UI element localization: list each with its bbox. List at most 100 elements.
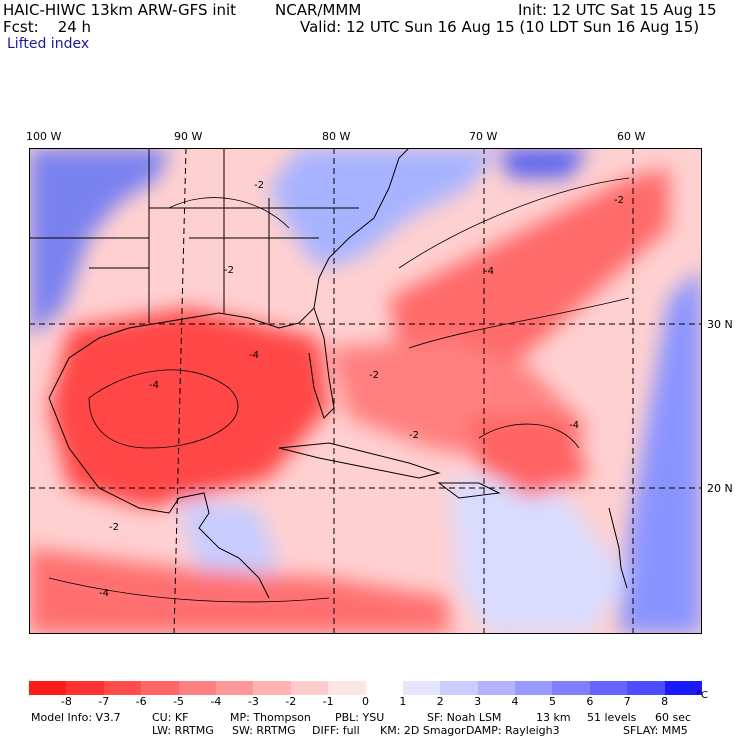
colorbar-tick-label: 1 — [399, 695, 407, 708]
lon-label-80w: 80 W — [322, 130, 351, 143]
colorbar-swatch — [552, 681, 590, 695]
model-info-item: 13 km — [536, 711, 571, 724]
colorbar-tick-label: -4 — [210, 695, 222, 708]
lat-label-20n: 20 N — [707, 482, 733, 495]
stable-region-northwest — [29, 148, 169, 338]
contour-label: -4 — [99, 588, 109, 599]
unstable-region-gulf — [49, 308, 329, 508]
model-info-item: 60 sec — [655, 711, 692, 724]
colorbar-tick-label: 7 — [623, 695, 631, 708]
hispaniola-outline — [437, 482, 501, 499]
unstable-region-south — [29, 548, 449, 634]
model-info-item: Model Info: V3.7 — [31, 711, 121, 724]
colorbar-tick-label: 4 — [511, 695, 519, 708]
contour-label: -2 — [409, 430, 419, 441]
valid-time: Valid: 12 UTC Sun 16 Aug 15 (10 LDT Sun … — [300, 18, 700, 36]
contour-label: -2 — [109, 522, 119, 533]
colorbar — [29, 681, 703, 695]
contour-label: -4 — [569, 420, 579, 431]
model-info-item: PBL: YSU — [335, 711, 385, 724]
stable-region-east — [619, 268, 702, 634]
model-title: HAIC-HIWC 13km ARW-GFS init — [3, 1, 237, 19]
colorbar-tick-label: -3 — [247, 695, 259, 708]
contour-label: -2 — [369, 370, 379, 381]
lon-label-90w: 90 W — [174, 130, 203, 143]
colorbar-swatch — [627, 681, 665, 695]
colorbar-swatch — [328, 681, 366, 695]
lat-lon-grid — [29, 148, 702, 634]
model-info-item: KM: 2D Smagor — [380, 724, 466, 737]
center-label: NCAR/MMM — [275, 1, 362, 19]
colorbar-swatch — [253, 681, 291, 695]
colorbar-swatch — [66, 681, 104, 695]
colorbar-swatch — [589, 681, 628, 695]
colorbar-swatch — [664, 681, 703, 695]
contours — [48, 177, 630, 603]
contour-line — [398, 177, 630, 269]
colorbar-swatch — [178, 681, 216, 695]
contour-label: -4 — [149, 380, 159, 391]
colorbar-swatch — [141, 681, 179, 695]
model-info-item: SF: Noah LSM — [427, 711, 502, 724]
colorbar-swatch — [290, 681, 329, 695]
model-info-item: SW: RRTMG — [232, 724, 296, 737]
contour-label: -4 — [484, 266, 494, 277]
contour-line — [478, 423, 580, 449]
contour-label: -4 — [249, 350, 259, 361]
contour-line — [168, 197, 290, 229]
shaded-field — [29, 148, 702, 634]
stable-region-atlantic-north — [499, 148, 589, 178]
colorbar-swatch — [477, 681, 516, 695]
model-info-item: CU: KF — [152, 711, 189, 724]
lesser-antilles — [608, 507, 628, 589]
colorbar-unit: °C — [696, 690, 708, 701]
colorbar-swatch — [515, 681, 553, 695]
colorbar-tick-label: 6 — [586, 695, 594, 708]
contour-line — [48, 577, 330, 603]
lon-label-100w: 100 W — [26, 130, 62, 143]
gulf-coast — [48, 307, 335, 419]
model-info-item: MP: Thompson — [230, 711, 311, 724]
colorbar-swatch — [215, 681, 254, 695]
state-borders — [29, 148, 359, 323]
lon-label-70w: 70 W — [469, 130, 498, 143]
model-info-item: DIFF: full — [312, 724, 360, 737]
contour-label: -2 — [254, 180, 264, 191]
colorbar-tick-label: 3 — [474, 695, 482, 708]
contour-label: -2 — [614, 195, 624, 206]
colorbar-tick-label: -1 — [322, 695, 334, 708]
stable-region-caribbean — [449, 478, 629, 634]
colorbar-swatch — [29, 681, 67, 695]
lifted-index-map: -2 -2 -4 -2 -4 -2 -2 -4 -4 -2 -4 — [29, 148, 702, 634]
colorbar-tick-label: 8 — [661, 695, 669, 708]
model-info-item: SFLAY: MM5 — [623, 724, 688, 737]
contour-label-group: -2 -2 -4 -2 -4 -2 -2 -4 -4 -2 -4 — [99, 180, 624, 599]
colorbar-tick-label: 5 — [548, 695, 556, 708]
colorbar-tick-label: 2 — [436, 695, 444, 708]
lon-label-60w: 60 W — [617, 130, 646, 143]
model-info-item: 51 levels — [587, 711, 637, 724]
colorbar-tick-label: -5 — [173, 695, 185, 708]
colorbar-swatch — [440, 681, 478, 695]
contour-line — [408, 297, 630, 349]
field-name: Lifted index — [7, 36, 90, 52]
unstable-region-bahamas — [469, 418, 589, 498]
colorbar-swatch — [402, 681, 441, 695]
map-frame — [29, 148, 702, 634]
colorbar-tick-label: -7 — [98, 695, 110, 708]
colorbar-tick-label: -6 — [135, 695, 147, 708]
init-time: Init: 12 UTC Sat 15 Aug 15 — [518, 1, 717, 19]
contour-label: -2 — [224, 265, 234, 276]
atlantic-coast — [313, 148, 410, 309]
cuba-outline — [278, 442, 441, 479]
contour-line — [88, 369, 239, 449]
meridian-90w — [173, 148, 187, 634]
model-info-item: DAMP: Rayleigh3 — [466, 724, 560, 737]
colorbar-tick-label: 0 — [362, 695, 369, 708]
colorbar-tick-label: -8 — [60, 695, 72, 708]
forecast-hour: Fcst: 24 h — [3, 18, 92, 36]
model-info-item: LW: RRTMG — [152, 724, 214, 737]
colorbar-tick-label: -2 — [285, 695, 297, 708]
unstable-region-atlantic — [389, 168, 669, 398]
stable-region-east-coast — [269, 148, 499, 268]
